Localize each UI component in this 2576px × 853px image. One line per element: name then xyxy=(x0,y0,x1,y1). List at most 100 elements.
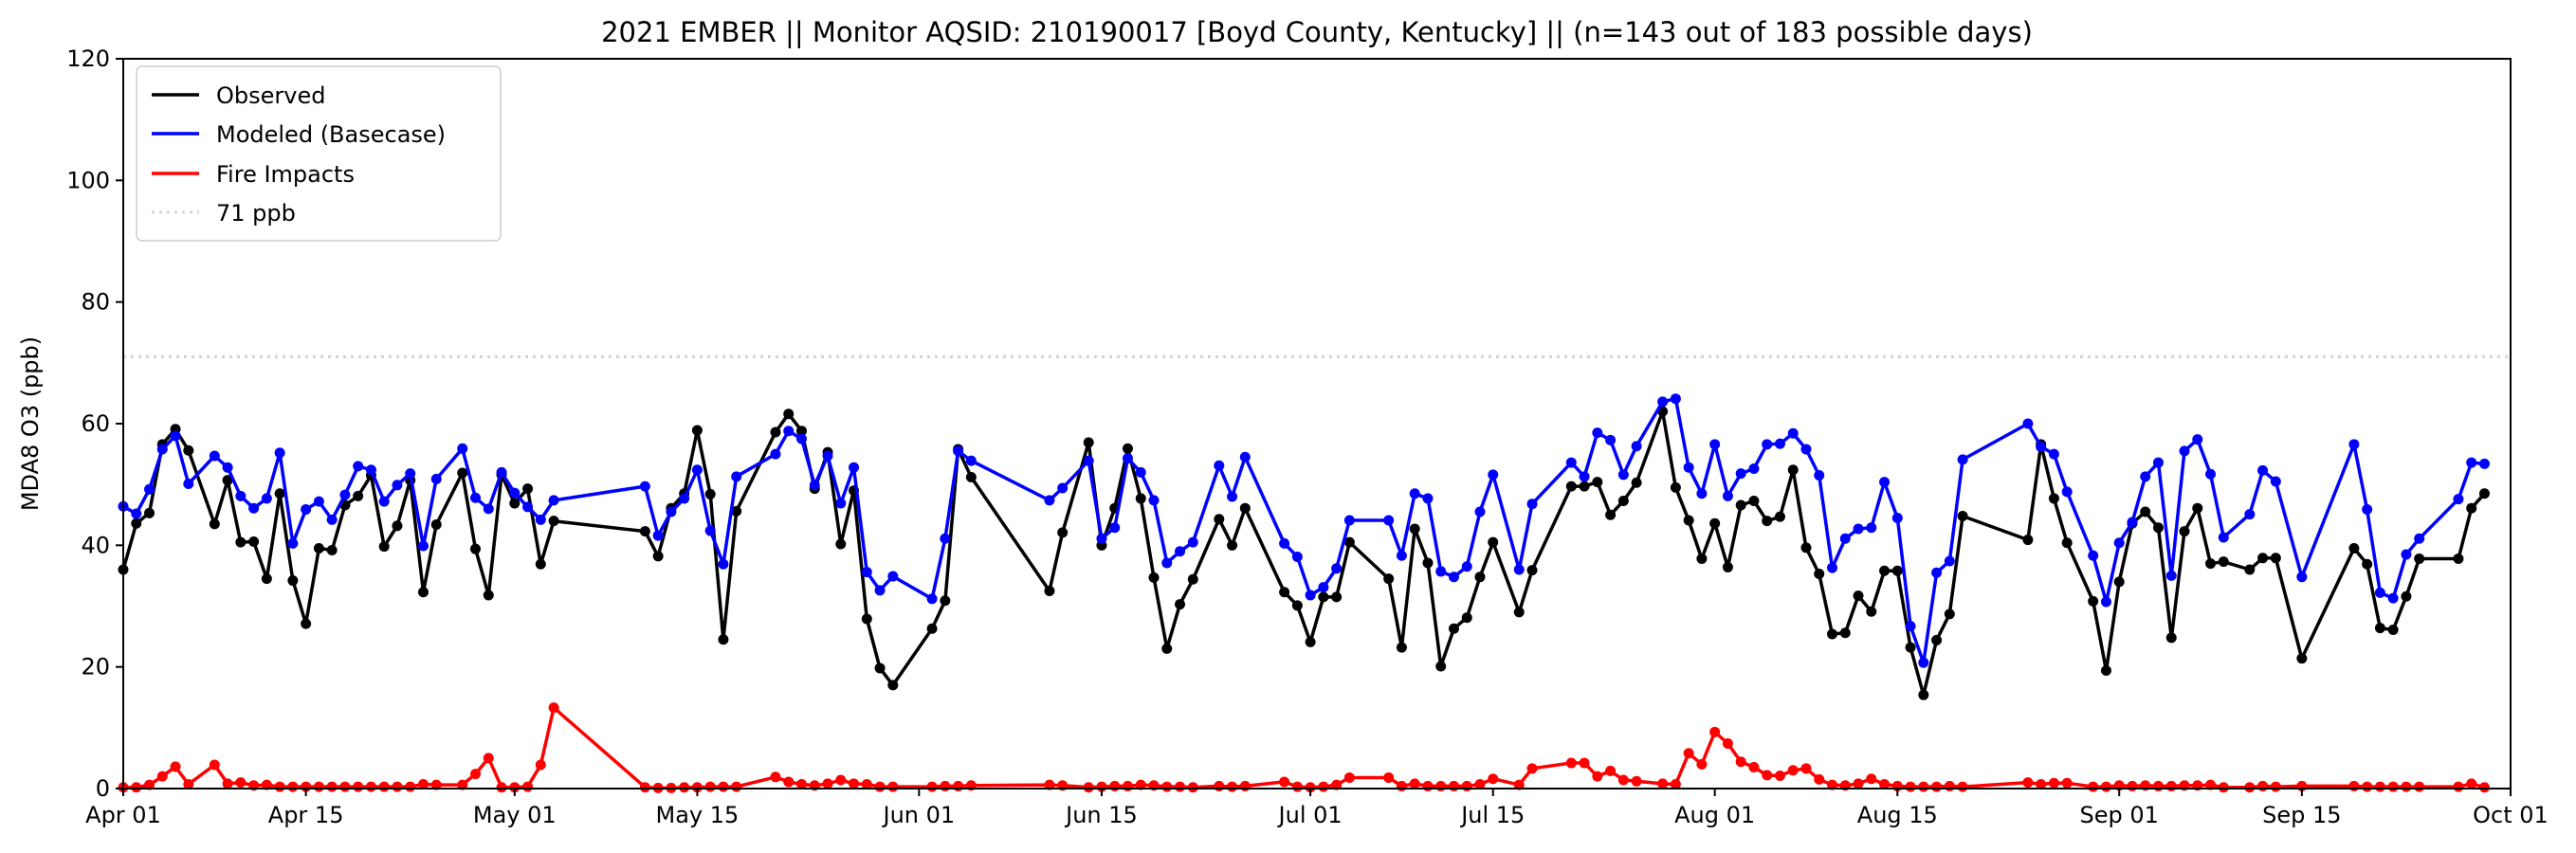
data-point-fire-impacts xyxy=(1696,758,1708,770)
data-point-observed xyxy=(2048,493,2059,504)
data-point-fire-impacts xyxy=(509,782,521,793)
data-point-fire-impacts xyxy=(392,781,403,792)
data-point-fire-impacts xyxy=(378,781,390,792)
data-point-observed xyxy=(2374,623,2385,634)
data-point-modeled-basecase xyxy=(483,503,494,515)
data-point-modeled-basecase xyxy=(248,502,260,514)
data-point-observed xyxy=(2022,535,2034,546)
data-point-observed xyxy=(2205,558,2217,570)
data-point-observed xyxy=(1318,591,1329,603)
data-point-fire-impacts xyxy=(1122,780,1133,791)
data-point-modeled-basecase xyxy=(1944,555,1955,567)
data-point-fire-impacts xyxy=(1044,779,1055,790)
series-modeled-basecase xyxy=(118,393,2490,668)
data-point-fire-impacts xyxy=(209,759,220,771)
data-point-modeled-basecase xyxy=(2270,476,2281,487)
data-point-fire-impacts xyxy=(522,781,534,792)
data-point-modeled-basecase xyxy=(2348,439,2360,450)
data-point-fire-impacts xyxy=(1175,781,1186,792)
data-point-modeled-basecase xyxy=(1318,582,1329,593)
data-point-modeled-basecase xyxy=(1891,512,1903,523)
y-tick-label: 80 xyxy=(81,289,110,316)
x-tick-label: Jul 15 xyxy=(1459,802,1525,828)
data-point-fire-impacts xyxy=(2387,781,2399,792)
data-point-fire-impacts xyxy=(235,777,247,789)
data-point-observed xyxy=(861,613,872,625)
data-point-fire-impacts xyxy=(1291,781,1303,792)
data-point-observed xyxy=(1839,627,1851,639)
data-point-fire-impacts xyxy=(1853,778,1864,789)
data-point-modeled-basecase xyxy=(1735,468,1746,480)
data-point-modeled-basecase xyxy=(1175,546,1186,557)
data-point-fire-impacts xyxy=(1239,780,1251,791)
data-point-fire-impacts xyxy=(1331,779,1343,790)
data-point-modeled-basecase xyxy=(2387,592,2399,604)
data-point-modeled-basecase xyxy=(1227,491,1238,502)
data-point-modeled-basecase xyxy=(1827,562,1838,573)
data-point-modeled-basecase xyxy=(639,481,650,492)
data-point-observed xyxy=(1918,689,1929,700)
data-point-observed xyxy=(1879,565,1891,576)
x-tick-label: Sep 15 xyxy=(2262,802,2341,828)
data-point-fire-impacts xyxy=(1748,762,1760,773)
data-point-observed xyxy=(2270,553,2281,564)
data-point-observed xyxy=(2192,502,2203,514)
data-point-modeled-basecase xyxy=(470,492,482,503)
data-point-fire-impacts xyxy=(483,753,494,764)
data-point-modeled-basecase xyxy=(209,450,220,462)
data-point-fire-impacts xyxy=(1774,771,1785,782)
data-point-observed xyxy=(1331,591,1343,603)
x-tick-label: Jun 01 xyxy=(881,802,955,828)
data-point-fire-impacts xyxy=(1592,771,1603,782)
data-point-fire-impacts xyxy=(2401,781,2412,792)
data-point-modeled-basecase xyxy=(1044,495,1055,506)
data-point-modeled-basecase xyxy=(326,514,338,525)
data-point-observed xyxy=(522,483,534,495)
data-point-fire-impacts xyxy=(1617,774,1629,786)
data-point-fire-impacts xyxy=(1279,776,1290,788)
data-point-fire-impacts xyxy=(2348,780,2360,791)
data-point-modeled-basecase xyxy=(2100,596,2111,608)
data-point-observed xyxy=(2296,653,2308,664)
data-point-observed xyxy=(2140,506,2151,517)
data-point-modeled-basecase xyxy=(1448,572,1459,583)
data-point-observed xyxy=(783,408,795,420)
data-point-fire-impacts xyxy=(2362,781,2373,792)
data-point-fire-impacts xyxy=(2165,780,2177,791)
data-point-fire-impacts xyxy=(1722,738,1733,750)
data-point-modeled-basecase xyxy=(691,464,703,476)
data-point-observed xyxy=(2453,553,2464,564)
data-point-observed xyxy=(301,618,312,629)
data-point-fire-impacts xyxy=(704,781,716,792)
data-point-observed xyxy=(2165,632,2177,644)
data-point-fire-impacts xyxy=(2466,778,2477,789)
data-point-modeled-basecase xyxy=(1670,393,1681,405)
data-point-fire-impacts xyxy=(2453,781,2464,792)
data-point-modeled-basecase xyxy=(1800,444,1812,455)
data-point-modeled-basecase xyxy=(301,503,312,515)
x-tick-label: Jul 01 xyxy=(1277,802,1343,828)
data-point-fire-impacts xyxy=(535,759,546,771)
data-point-fire-impacts xyxy=(1343,771,1355,783)
data-point-observed xyxy=(1175,599,1186,610)
data-point-modeled-basecase xyxy=(770,448,781,460)
data-point-modeled-basecase xyxy=(392,480,403,491)
legend: Observed Modeled (Basecase) Fire Impacts… xyxy=(136,65,502,242)
data-point-modeled-basecase xyxy=(1148,495,1160,506)
data-point-observed xyxy=(2348,543,2360,554)
data-point-modeled-basecase xyxy=(704,525,716,536)
x-tick-label: May 01 xyxy=(473,802,557,828)
data-point-modeled-basecase xyxy=(1214,460,1225,471)
y-tick-label: 0 xyxy=(96,775,110,802)
data-point-modeled-basecase xyxy=(535,514,546,525)
data-point-observed xyxy=(1774,511,1785,522)
data-point-observed xyxy=(1435,661,1447,672)
data-point-modeled-basecase xyxy=(1343,515,1355,526)
data-point-modeled-basecase xyxy=(731,471,742,482)
data-point-observed xyxy=(1579,481,1590,492)
data-point-observed xyxy=(1305,636,1316,647)
data-point-modeled-basecase xyxy=(652,530,664,541)
plot-area xyxy=(118,354,2511,793)
data-point-observed xyxy=(1617,495,1629,506)
data-point-modeled-basecase xyxy=(1291,552,1303,563)
